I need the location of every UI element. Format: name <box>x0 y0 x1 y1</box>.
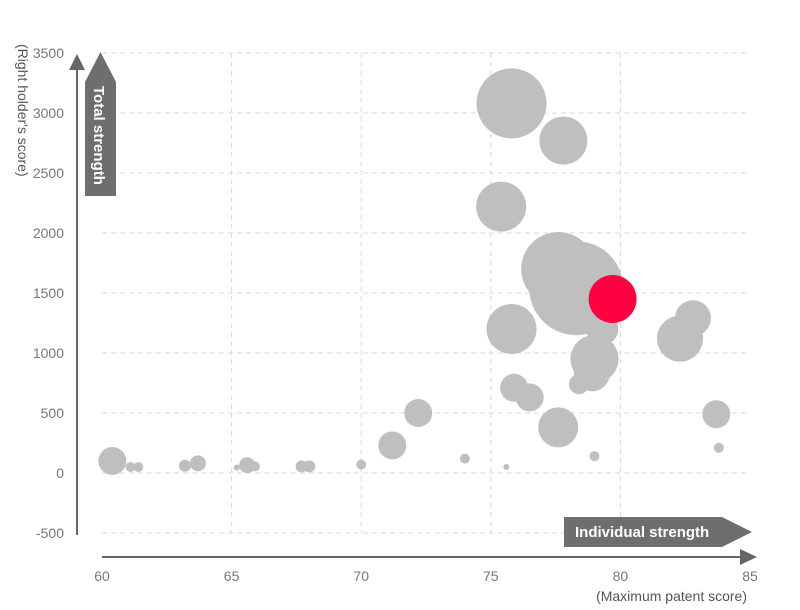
data-bubble <box>503 464 510 470</box>
data-bubble <box>303 460 316 473</box>
x-arrow-label-shape <box>564 517 752 547</box>
y-tick-label: 2500 <box>33 165 64 181</box>
x-tick-labels: 60 65 70 75 80 85 <box>94 568 758 584</box>
data-bubble <box>476 181 527 232</box>
y-arrow-label-shape <box>85 52 116 196</box>
y-axis-title: (Right holder's score) <box>15 44 31 177</box>
data-bubble <box>674 300 711 337</box>
x-tick-label: 70 <box>353 568 369 584</box>
data-bubble <box>486 304 537 354</box>
data-bubble <box>98 447 127 475</box>
data-bubble <box>589 451 600 462</box>
y-tick-label: 500 <box>41 405 65 421</box>
data-bubble <box>702 400 731 429</box>
data-bubble <box>404 399 433 427</box>
data-bubble <box>713 442 724 453</box>
x-axis-arrowhead <box>740 549 757 565</box>
data-bubble <box>178 459 191 472</box>
x-tick-label: 85 <box>742 568 758 584</box>
y-tick-label: 2000 <box>33 225 64 241</box>
x-tick-label: 65 <box>224 568 240 584</box>
y-tick-label: 1500 <box>33 285 64 301</box>
highlighted-bubble <box>588 275 637 323</box>
data-bubble <box>459 453 470 464</box>
y-tick-label: -500 <box>36 525 64 541</box>
data-bubble <box>233 464 240 471</box>
y-tick-label: 3000 <box>33 105 64 121</box>
y-arrow-label: Total strength <box>90 86 107 185</box>
bubble-layer <box>98 68 731 475</box>
data-bubble <box>539 116 588 165</box>
y-axis-arrowhead <box>69 54 85 70</box>
x-axis-title: (Maximum patent score) <box>596 588 747 604</box>
data-bubble <box>378 431 407 460</box>
x-arrow-label: Individual strength <box>575 524 709 541</box>
grid-layer <box>102 52 750 534</box>
data-bubble <box>565 243 598 276</box>
data-bubble <box>356 459 367 470</box>
data-bubble <box>476 68 547 139</box>
y-tick-labels: -500 0 500 1000 1500 2000 2500 3000 3500 <box>33 45 64 541</box>
x-tick-label: 80 <box>613 568 629 584</box>
data-bubble <box>125 462 136 472</box>
data-bubble <box>515 383 544 412</box>
data-bubble <box>189 455 206 472</box>
data-bubble <box>568 374 589 395</box>
y-tick-label: 0 <box>56 465 64 481</box>
y-tick-label: 1000 <box>33 345 64 361</box>
data-bubble <box>133 462 144 472</box>
data-bubble <box>538 407 579 448</box>
x-tick-label: 75 <box>483 568 499 584</box>
data-bubble <box>249 461 260 472</box>
y-tick-label: 3500 <box>33 45 64 61</box>
x-tick-label: 60 <box>94 568 110 584</box>
